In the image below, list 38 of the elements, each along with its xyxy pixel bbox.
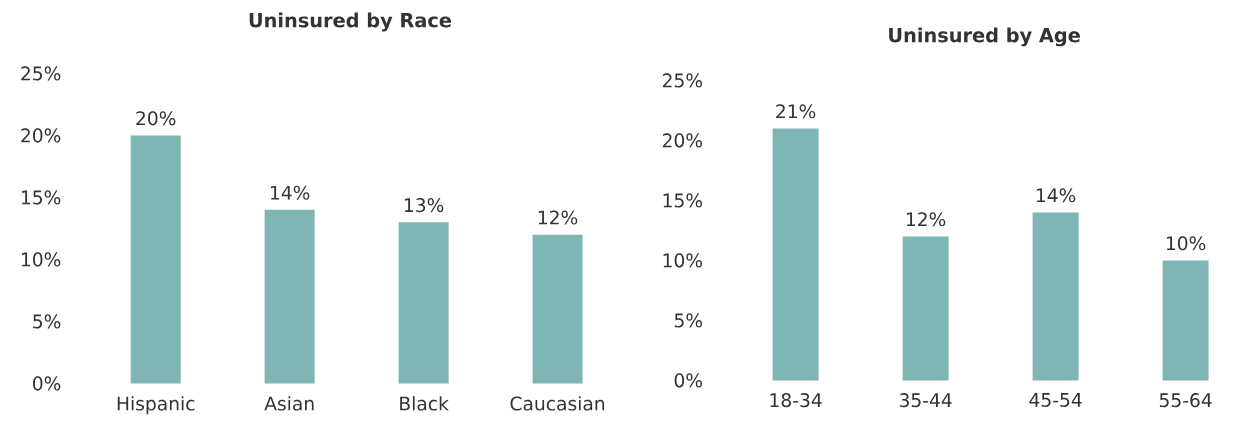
y-tick-label: 20% (21, 128, 61, 143)
x-tick-label: Caucasian (510, 396, 605, 411)
y-tick-label: 25% (21, 66, 61, 81)
data-label: 12% (906, 212, 946, 227)
data-label: 14% (270, 185, 310, 200)
y-tick-label: 0% (33, 376, 61, 391)
data-label: 20% (136, 111, 176, 126)
y-tick-label: 20% (662, 133, 703, 148)
x-tick-label: 55-64 (1159, 393, 1212, 408)
bar (264, 209, 315, 384)
y-tick-label: 10% (21, 252, 61, 267)
y-tick-label: 15% (21, 190, 61, 205)
y-tick-label: 10% (663, 253, 703, 268)
chart-title: Uninsured by Race (249, 12, 452, 32)
y-tick-label: 5% (33, 314, 61, 329)
y-tick-label: 15% (663, 193, 703, 208)
data-label: 12% (538, 210, 578, 225)
data-label: 13% (404, 198, 444, 213)
x-tick-label: 35-44 (899, 393, 952, 408)
data-label: 10% (1166, 236, 1206, 251)
y-tick-label: 5% (674, 313, 703, 328)
y-tick-label: 0% (674, 373, 703, 388)
bar (772, 128, 819, 381)
x-tick-label: Black (400, 396, 449, 411)
bar (1032, 212, 1079, 381)
x-tick-label: Asian (264, 396, 314, 411)
bar (902, 236, 949, 381)
bar (1162, 260, 1209, 381)
data-label: 21% (776, 104, 816, 119)
bar (130, 135, 181, 384)
x-tick-label: Hispanic (117, 396, 195, 415)
bar (532, 234, 583, 384)
x-tick-label: 45-54 (1029, 393, 1082, 407)
x-tick-label: 18-34 (770, 393, 822, 408)
chart-title: Uninsured by Age (889, 27, 1080, 47)
y-tick-label: 25% (662, 73, 703, 88)
data-label: 14% (1036, 188, 1076, 203)
bar (398, 222, 449, 384)
